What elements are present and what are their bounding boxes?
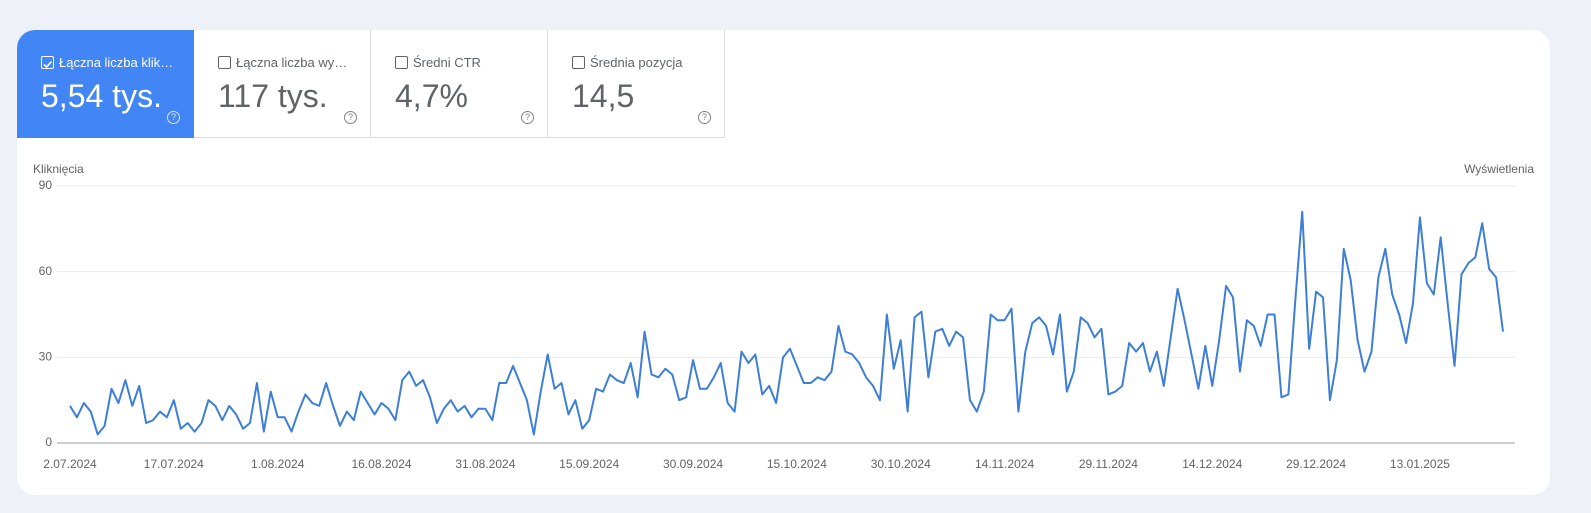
metric-value: 117 tys. [218,78,328,114]
metric-tile[interactable]: Łączna liczba klik… 5,54 tys. ? [17,30,194,138]
checkbox[interactable] [218,56,231,69]
x-tick-label: 15.10.2024 [767,457,827,471]
x-tick-label: 31.08.2024 [455,457,515,471]
performance-card: Łączna liczba klik… 5,54 tys. ? Łączna l… [17,30,1550,495]
y-tick-label: 90 [39,178,53,192]
checkbox[interactable] [572,56,585,69]
y-axis-title: Kliknięcia [33,162,84,176]
help-icon[interactable]: ? [344,111,357,124]
checkbox[interactable] [395,56,408,69]
x-tick-label: 14.11.2024 [975,457,1034,471]
x-tick-label: 16.08.2024 [351,457,411,471]
x-tick-label: 1.08.2024 [251,457,305,471]
help-icon[interactable]: ? [698,111,711,124]
clicks-line [69,210,1504,436]
metric-tile[interactable]: Łączna liczba wy… 117 tys. ? [194,30,371,138]
metric-tile[interactable]: Średni CTR 4,7% ? [371,30,548,138]
y-tick-label: 30 [39,350,53,364]
metric-label: Średnia pozycja [590,55,683,70]
x-tick-label: 2.07.2024 [43,457,97,471]
metric-value: 5,54 tys. [41,78,162,114]
x-tick-label: 30.10.2024 [871,457,931,471]
x-tick-label: 13.01.2025 [1390,457,1450,471]
metric-value: 14,5 [572,78,635,114]
metric-label: Łączna liczba wy… [236,55,348,70]
metric-label: Łączna liczba klik… [59,55,174,70]
checkbox[interactable] [41,56,54,69]
x-tick-label: 30.09.2024 [663,457,723,471]
help-icon[interactable]: ? [521,111,534,124]
x-tick-label: 29.12.2024 [1286,457,1346,471]
metric-label: Średni CTR [413,55,481,70]
y-tick-label: 0 [45,435,52,449]
help-icon[interactable]: ? [167,111,180,124]
y-tick-label: 60 [39,264,53,278]
x-tick-label: 29.11.2024 [1079,457,1138,471]
metric-tile[interactable]: Średnia pozycja 14,5 ? [548,30,725,138]
y2-axis-title: Wyświetlenia [1464,162,1534,176]
x-tick-label: 17.07.2024 [144,457,204,471]
x-tick-label: 15.09.2024 [559,457,619,471]
metric-value: 4,7% [395,78,468,114]
x-tick-label: 14.12.2024 [1182,457,1242,471]
